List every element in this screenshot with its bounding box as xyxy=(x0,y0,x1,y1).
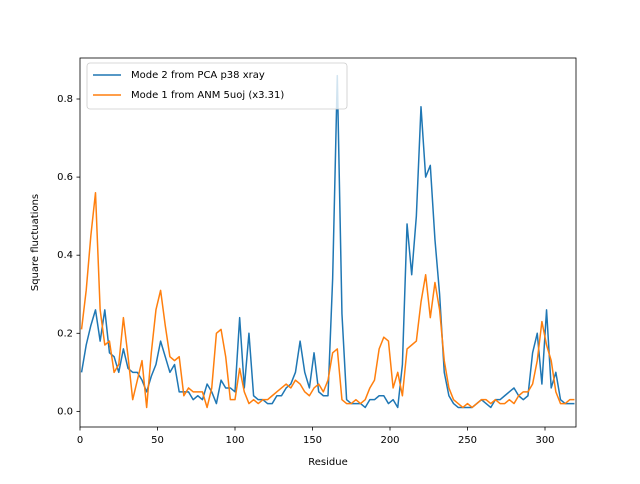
x-axis-label: Residue xyxy=(308,457,347,468)
y-tick-label: 0.2 xyxy=(57,328,73,339)
legend-label: Mode 2 from PCA p38 xray xyxy=(131,70,265,81)
x-tick-label: 300 xyxy=(535,435,554,446)
data-line xyxy=(80,191,575,409)
x-tick-label: 100 xyxy=(225,435,244,446)
y-axis-label: Square fluctuations xyxy=(30,194,41,291)
legend-label: Mode 1 from ANM 5uoj (x3.31) xyxy=(131,90,284,101)
plot-frame xyxy=(79,57,577,428)
legend-box xyxy=(86,62,348,110)
x-tick-label: 0 xyxy=(77,435,83,446)
data-line xyxy=(80,74,575,409)
x-tick-label: 50 xyxy=(151,435,164,446)
x-tick-label: 200 xyxy=(380,435,399,446)
y-tick-label: 0.8 xyxy=(57,94,73,105)
y-tick-label: 0.6 xyxy=(57,172,73,183)
x-tick-label: 250 xyxy=(458,435,477,446)
y-tick-label: 0.0 xyxy=(57,406,73,417)
x-tick-label: 150 xyxy=(303,435,322,446)
y-tick-label: 0.4 xyxy=(57,250,73,261)
